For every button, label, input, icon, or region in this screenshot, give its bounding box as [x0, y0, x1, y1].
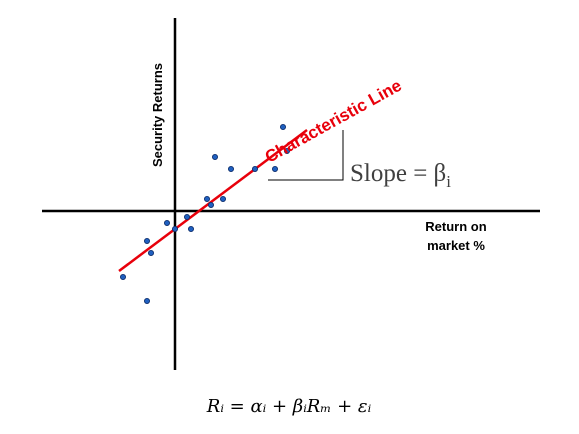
characteristic-line [118, 129, 308, 272]
equation: Rᵢ = αᵢ + βᵢRₘ + εᵢ [206, 396, 372, 417]
data-points [120, 124, 290, 304]
data-point [120, 273, 127, 280]
data-point [203, 195, 210, 202]
x-axis-label-line2: market % [427, 238, 485, 253]
data-point [279, 124, 286, 131]
data-point [271, 165, 278, 172]
data-point [251, 165, 258, 172]
data-point [207, 201, 214, 208]
data-point [143, 297, 150, 304]
y-axis-label: Security Returns [150, 63, 165, 167]
data-point [143, 237, 150, 244]
slope-label-main: Slope = β [350, 160, 446, 187]
slope-label-subscript: i [446, 172, 451, 191]
x-axis-label-line1: Return on [425, 219, 486, 234]
data-point [183, 213, 190, 220]
data-point [219, 195, 226, 202]
data-point [227, 165, 234, 172]
slope-triangle [268, 130, 344, 181]
data-point [163, 219, 170, 226]
data-point [171, 225, 178, 232]
characteristic-line-label: Characteristic Line [262, 76, 405, 167]
slope-label: Slope = βi [350, 160, 451, 191]
data-point [283, 147, 290, 154]
data-point [147, 249, 154, 256]
data-point [211, 153, 218, 160]
data-point [187, 225, 194, 232]
